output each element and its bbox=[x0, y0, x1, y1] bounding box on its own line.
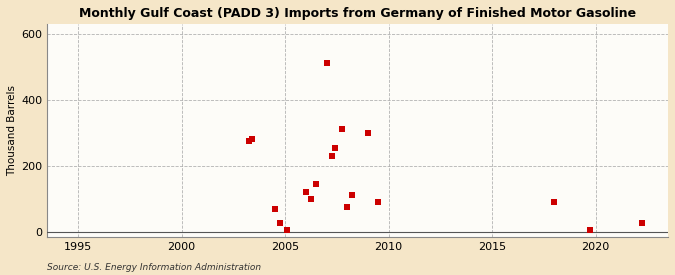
Point bbox=[637, 221, 647, 226]
Point bbox=[321, 61, 332, 66]
Point bbox=[247, 137, 258, 142]
Point bbox=[281, 228, 292, 232]
Point bbox=[337, 127, 348, 132]
Point bbox=[300, 190, 311, 194]
Point bbox=[269, 207, 280, 211]
Point bbox=[342, 205, 352, 209]
Point bbox=[373, 200, 383, 204]
Point bbox=[306, 197, 317, 201]
Point bbox=[326, 154, 337, 158]
Point bbox=[330, 145, 341, 150]
Text: Source: U.S. Energy Information Administration: Source: U.S. Energy Information Administ… bbox=[47, 263, 261, 272]
Point bbox=[310, 182, 321, 186]
Point bbox=[549, 200, 560, 204]
Point bbox=[275, 221, 286, 226]
Point bbox=[244, 139, 254, 143]
Point bbox=[585, 228, 596, 232]
Point bbox=[347, 193, 358, 198]
Y-axis label: Thousand Barrels: Thousand Barrels bbox=[7, 85, 17, 176]
Point bbox=[362, 131, 373, 135]
Title: Monthly Gulf Coast (PADD 3) Imports from Germany of Finished Motor Gasoline: Monthly Gulf Coast (PADD 3) Imports from… bbox=[79, 7, 636, 20]
